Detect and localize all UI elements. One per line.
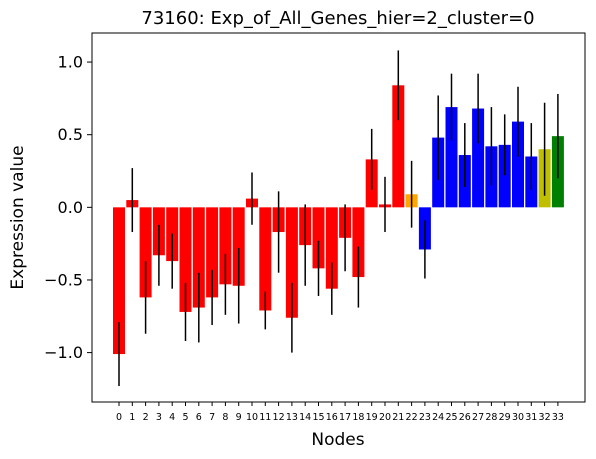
chart-title: 73160: Exp_of_All_Genes_hier=2_cluster=0 — [141, 8, 534, 29]
y-axis: −1.0 −0.5 0.0 0.5 1.0 — [44, 53, 92, 362]
x-tick-label: 0 — [116, 412, 122, 423]
x-tick-label: 10 — [246, 412, 258, 423]
y-axis-label: Expression value — [8, 145, 28, 289]
x-tick-label: 21 — [392, 412, 404, 423]
bar-node-21 — [392, 85, 405, 208]
bar-node-18 — [352, 207, 365, 278]
bar-node-2 — [139, 207, 152, 298]
x-tick-label: 28 — [485, 412, 497, 423]
x-axis-label: Nodes — [311, 430, 364, 450]
x-tick-label: 29 — [499, 412, 511, 423]
x-tick-label: 20 — [379, 412, 391, 423]
x-tick-label: 23 — [419, 412, 431, 423]
x-tick-label: 18 — [352, 412, 364, 423]
error-bars-group — [118, 50, 559, 387]
x-tick-label: 1 — [129, 412, 135, 423]
x-tick-label: 19 — [366, 412, 378, 423]
x-tick-label: 22 — [406, 412, 418, 423]
x-tick-label: 11 — [259, 412, 271, 423]
x-tick-label: 27 — [472, 412, 484, 423]
y-tick-label: 1.0 — [58, 53, 83, 72]
bar-node-6 — [192, 207, 205, 308]
bars-group — [113, 85, 564, 355]
x-tick-label: 30 — [512, 412, 524, 423]
y-tick-label: 0.5 — [58, 125, 83, 144]
bar-node-25 — [445, 107, 458, 208]
x-tick-label: 33 — [552, 412, 564, 423]
bar-node-29 — [498, 144, 511, 208]
x-tick-label: 17 — [339, 412, 351, 423]
x-tick-label: 5 — [182, 412, 188, 423]
y-tick-label: −0.5 — [44, 270, 83, 289]
x-tick-label: 2 — [143, 412, 149, 423]
x-tick-label: 25 — [445, 412, 457, 423]
x-tick-label: 4 — [169, 412, 175, 423]
x-tick-label: 16 — [326, 412, 338, 423]
x-tick-label: 8 — [222, 412, 228, 423]
bar-node-11 — [259, 207, 272, 311]
bar-node-9 — [232, 207, 245, 286]
bar-node-7 — [206, 207, 219, 298]
x-tick-label: 6 — [196, 412, 202, 423]
bar-node-8 — [219, 207, 232, 285]
x-tick-label: 9 — [236, 412, 242, 423]
bar-node-30 — [512, 121, 524, 208]
x-tick-label: 7 — [209, 412, 215, 423]
x-tick-label: 32 — [539, 412, 551, 423]
x-tick-label: 14 — [299, 412, 311, 423]
x-tick-label: 13 — [286, 412, 298, 423]
x-tick-label: 3 — [156, 412, 162, 423]
y-tick-label: −1.0 — [44, 343, 83, 362]
x-tick-label: 12 — [273, 412, 285, 423]
bar-node-5 — [179, 207, 192, 312]
x-tick-label: 31 — [525, 412, 537, 423]
x-tick-label: 15 — [312, 412, 324, 423]
x-axis: 0 1 2 3 4 5 6 7 8 9 10 11 12 13 14 15 16 17 18 19 20 21 22 23 24… — [116, 402, 564, 423]
bar-node-15 — [312, 207, 325, 269]
plot-frame — [91, 32, 586, 403]
x-tick-label: 24 — [432, 412, 444, 423]
bar-node-16 — [325, 207, 338, 289]
bar-node-0 — [113, 207, 125, 355]
bar-node-27 — [472, 108, 485, 208]
y-tick-label: 0.0 — [58, 198, 83, 217]
bar-node-13 — [285, 207, 298, 318]
x-tick-label: 26 — [459, 412, 471, 423]
